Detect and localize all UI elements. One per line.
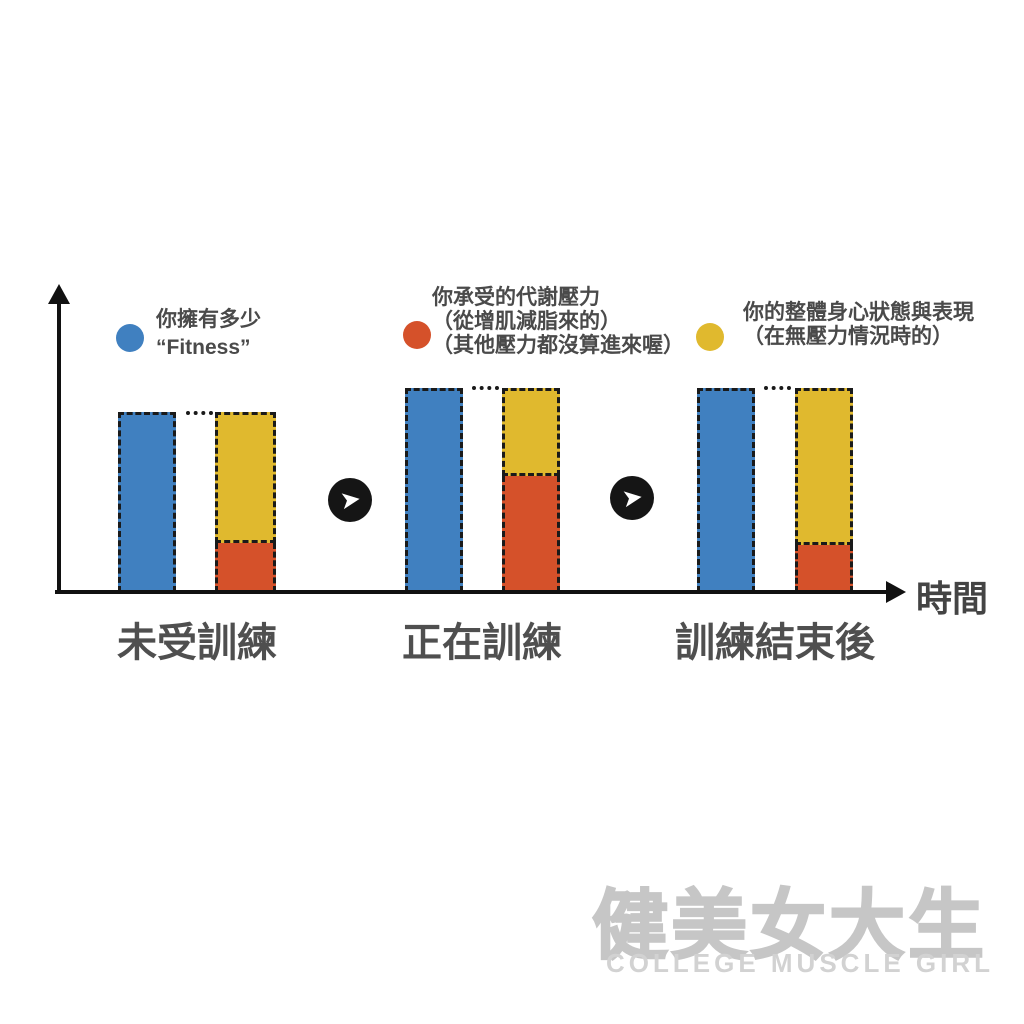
- legend-label-body-mind-state: 你的整體身心狀態與表現 （在無壓力情況時的）: [743, 301, 974, 349]
- legend-line: （從增肌減脂來的）: [432, 310, 621, 333]
- stress-segment-training: [502, 476, 560, 592]
- fitness-bar-after-training: [697, 388, 755, 592]
- state-segment-after-training: [795, 388, 853, 545]
- legend-label-fitness: 你擁有多少 “Fitness”: [156, 306, 261, 362]
- state-segment-training: [502, 388, 560, 476]
- stacked-bar-untrained: [215, 412, 276, 592]
- y-axis-arrowhead-icon: [48, 284, 70, 304]
- legend-line: （其他壓力都沒算進來喔）: [432, 334, 684, 357]
- right-arrowhead-icon: ➤: [337, 484, 363, 515]
- legend-dot-fitness: [116, 324, 144, 352]
- bar-top-connector-dots: [186, 411, 213, 415]
- bar-top-connector-dots: [764, 386, 791, 390]
- legend-line: （在無壓力情況時的）: [743, 325, 953, 348]
- category-label-training: 正在訓練: [402, 621, 562, 665]
- bar-top-connector-dots: [472, 386, 499, 390]
- fitness-bar-training: [405, 388, 463, 592]
- state-segment-untrained: [215, 412, 276, 543]
- fitness-bar-untrained: [118, 412, 176, 592]
- legend-dot-metabolic-stress: [403, 321, 431, 349]
- transition-arrow-icon: ➤: [610, 476, 654, 520]
- x-axis-arrowhead-icon: [886, 581, 906, 603]
- y-axis: [57, 298, 61, 592]
- legend-label-metabolic-stress: 你承受的代謝壓力 （從增肌減脂來的） （其他壓力都沒算進來喔）: [432, 286, 684, 358]
- stress-segment-untrained: [215, 543, 276, 592]
- stacked-bar-training: [502, 388, 560, 592]
- legend-line: 你的整體身心狀態與表現: [743, 301, 974, 324]
- transition-arrow-icon: ➤: [328, 478, 372, 522]
- watermark-title: 健美女大生: [591, 883, 987, 970]
- category-label-untrained: 未受訓練: [117, 621, 277, 665]
- x-axis: [55, 590, 888, 594]
- category-label-after-training: 訓練結束後: [675, 621, 875, 665]
- stress-segment-after-training: [795, 545, 853, 592]
- watermark-subtitle: COLLEGE MUSCLE GIRL: [606, 948, 994, 978]
- legend-line: 你承受的代謝壓力: [432, 286, 600, 309]
- right-arrowhead-icon: ➤: [619, 482, 645, 513]
- legend-dot-body-mind-state: [696, 323, 724, 351]
- stacked-bar-after-training: [795, 388, 853, 592]
- legend-line: 你擁有多少: [156, 308, 261, 331]
- x-axis-label: 時間: [916, 578, 989, 619]
- legend-line: “Fitness”: [156, 336, 251, 359]
